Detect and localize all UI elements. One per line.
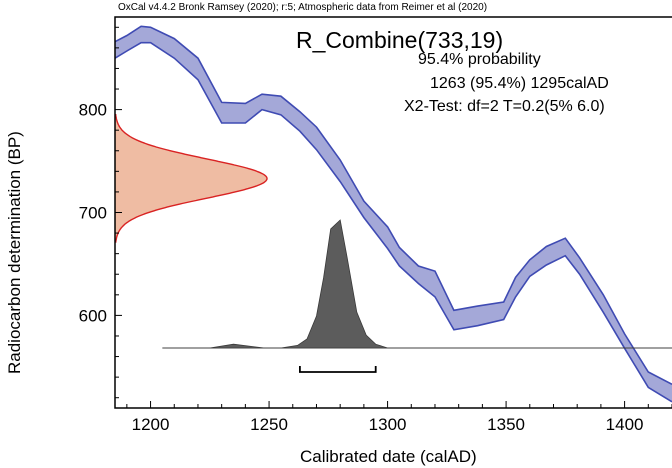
- radiocarbon-date-outline: [115, 114, 268, 243]
- y-axis-label: Radiocarbon determination (BP): [5, 131, 24, 374]
- y-tick-label: 600: [79, 306, 107, 325]
- range-95-bracket: [299, 366, 377, 373]
- x-tick-label: 1400: [606, 415, 644, 434]
- x-tick-label: 1300: [369, 415, 407, 434]
- y-tick-label: 700: [79, 204, 107, 223]
- calibrated-distribution: [162, 219, 672, 349]
- x-tick-label: 1250: [250, 415, 288, 434]
- range-bracket-layer: [299, 366, 377, 373]
- calibration-curve-layer: [114, 25, 672, 403]
- annotation-probability: 95.4% probability: [418, 51, 541, 68]
- x-tick-label: 1350: [487, 415, 525, 434]
- x-tick-label: 1200: [132, 415, 170, 434]
- calibration-curve-lower: [114, 41, 672, 403]
- axes: 1200 1250 1300 1350 1400 600 700 800: [79, 16, 672, 434]
- calibration-curve-upper: [114, 25, 672, 386]
- x-axis-label: Calibrated date (calAD): [300, 447, 477, 466]
- y-tick-label: 800: [79, 101, 107, 120]
- radiocarbon-date-fill: [115, 114, 267, 244]
- annotation-chi2-test: X2-Test: df=2 T=0.2(5% 6.0): [404, 98, 605, 115]
- chart-header: OxCal v4.4.2 Bronk Ramsey (2020); r:5; A…: [118, 2, 488, 13]
- calibrated-distribution-layer: [162, 219, 672, 349]
- chart-title: R_Combine(733,19): [296, 27, 504, 53]
- annotation-range: 1263 (95.4%) 1295calAD: [430, 75, 609, 92]
- radiocarbon-date-layer: [115, 114, 268, 244]
